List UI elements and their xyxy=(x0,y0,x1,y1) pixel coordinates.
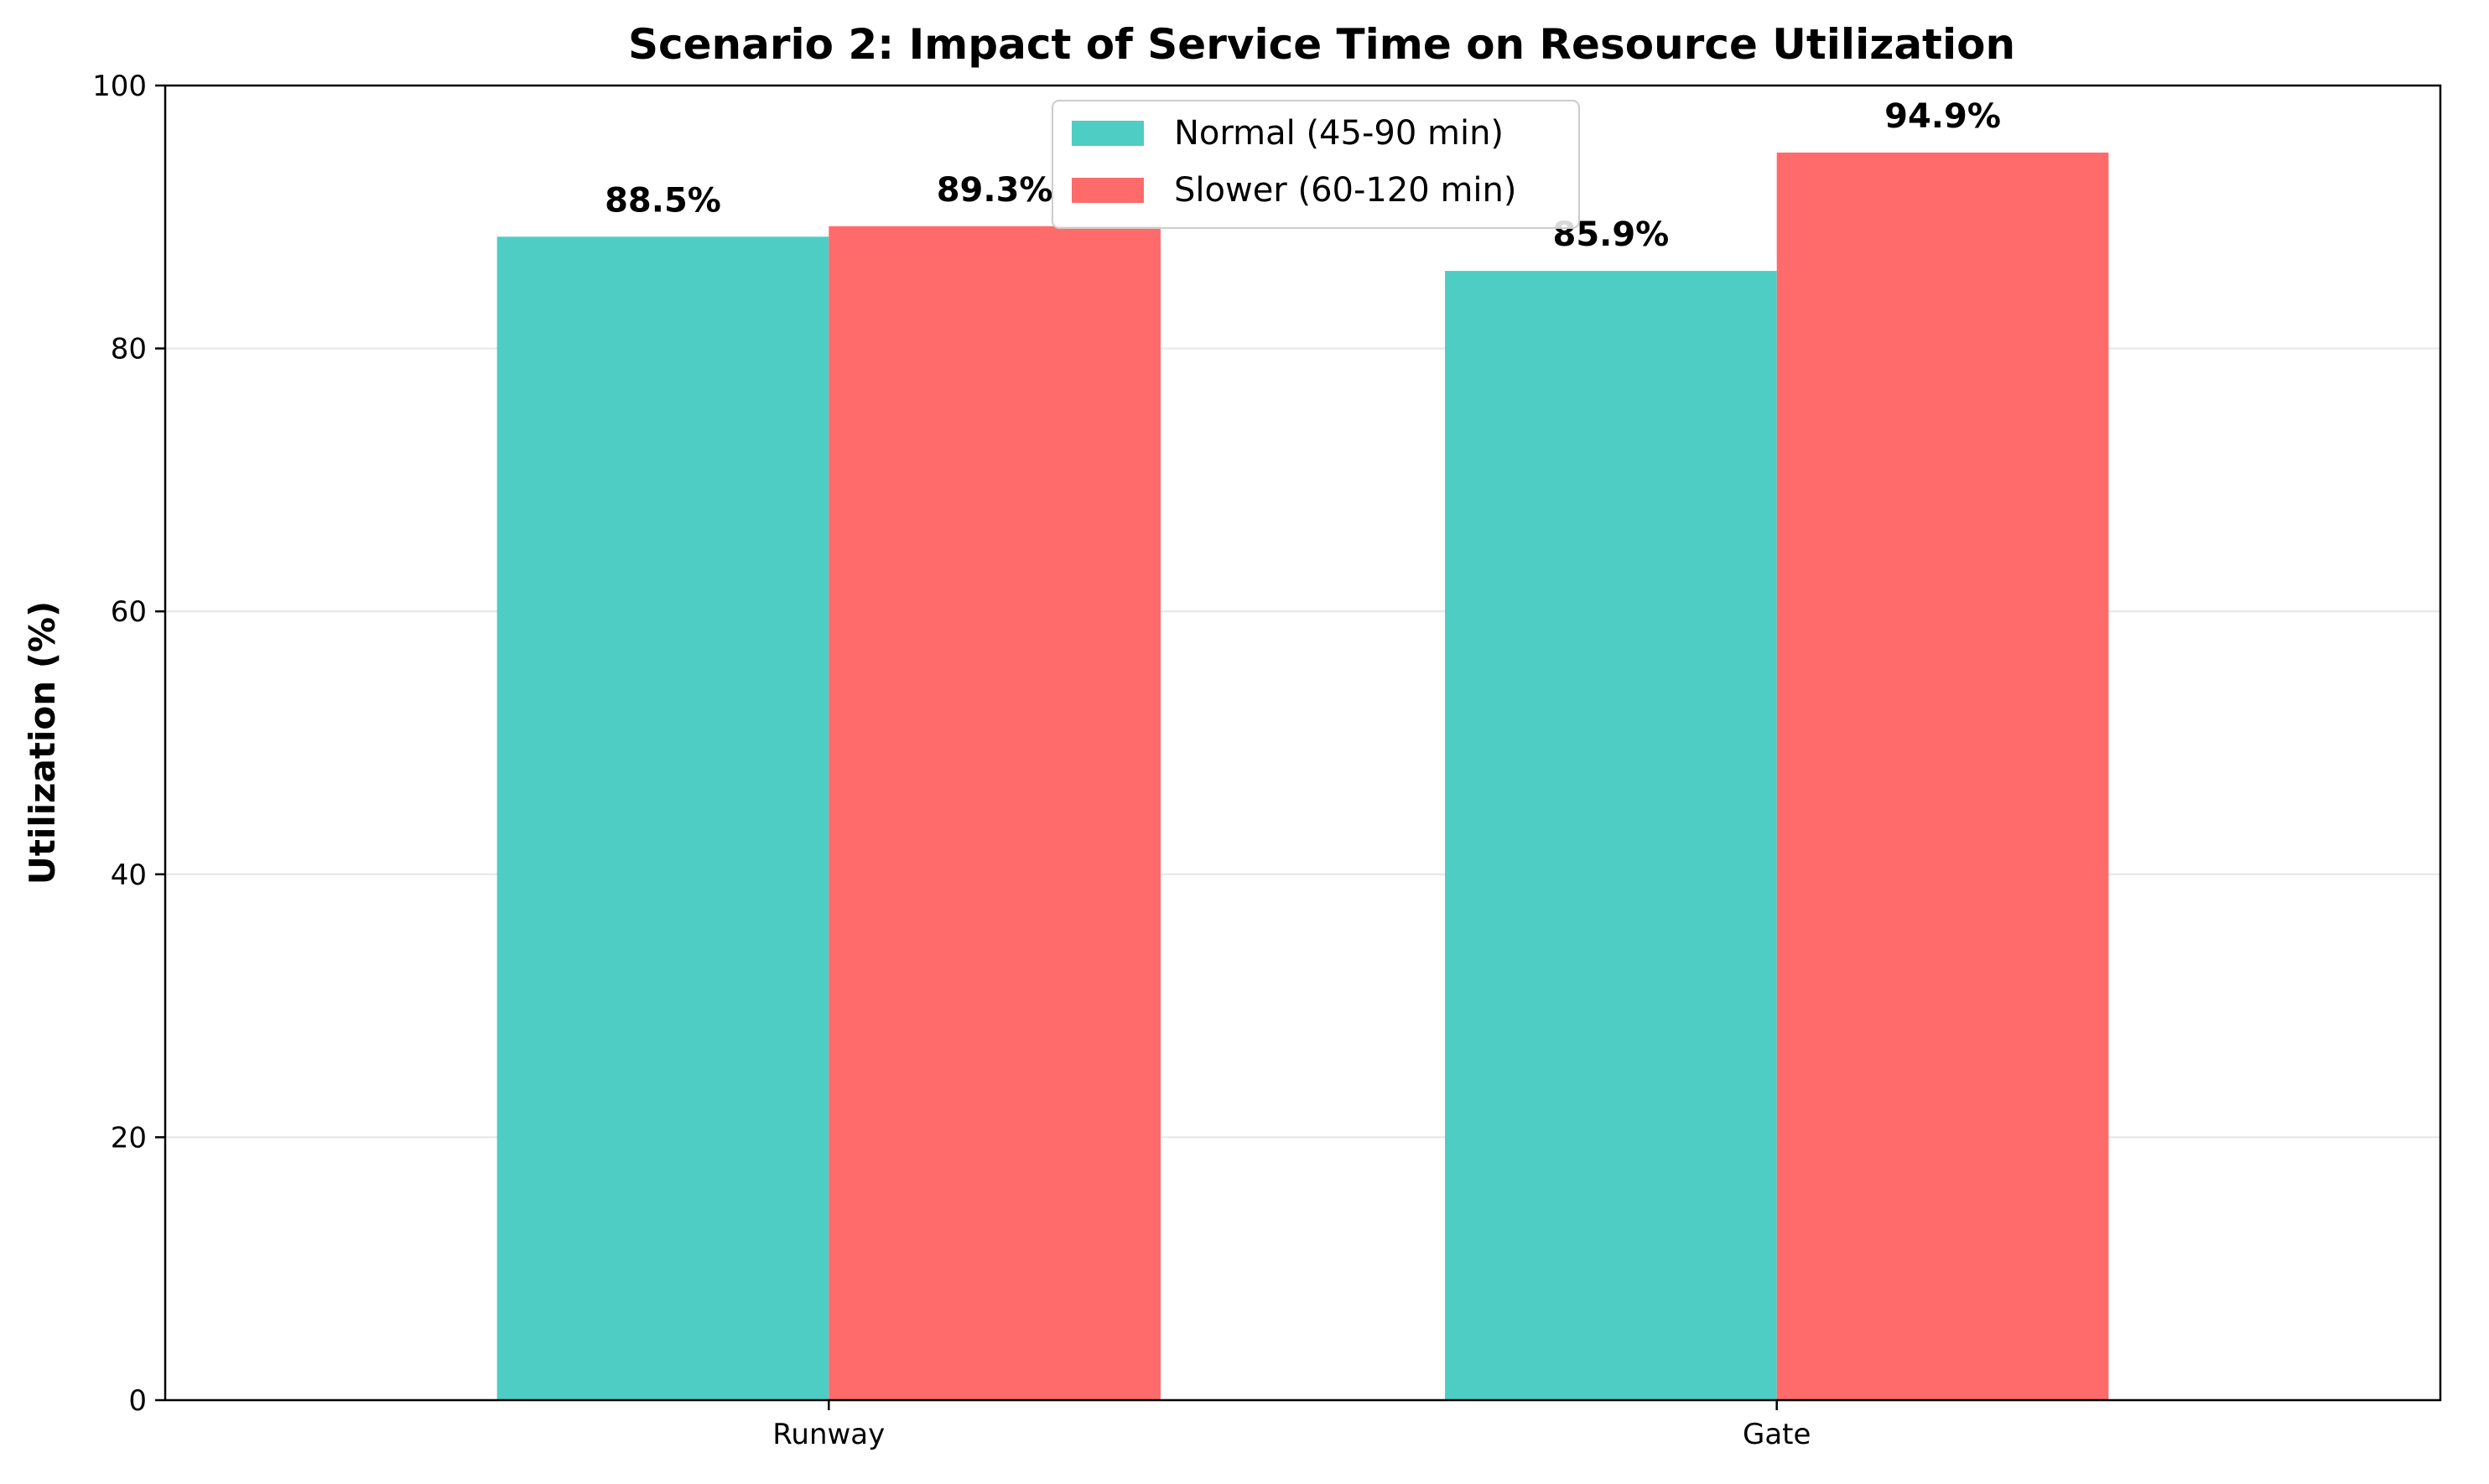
x-tick-label: Gate xyxy=(1743,1418,1811,1451)
bar-gate-slower xyxy=(1776,152,2109,1400)
bar-value-label: 88.5% xyxy=(605,181,721,220)
legend-swatch-normal xyxy=(1072,121,1144,146)
legend: Normal (45-90 min) Slower (60-120 min) xyxy=(1052,100,1580,229)
chart-title: Scenario 2: Impact of Service Time on Re… xyxy=(628,20,2015,69)
bars xyxy=(496,152,2109,1400)
plot-frame xyxy=(164,84,2442,1402)
y-tick-label: 20 xyxy=(111,1121,147,1155)
legend-label-normal: Normal (45-90 min) xyxy=(1174,114,1504,153)
bar-value-label: 89.3% xyxy=(937,171,1053,210)
x-tick-label: Runway xyxy=(772,1418,885,1451)
y-tick-label: 100 xyxy=(92,70,147,103)
bar-runway-slower xyxy=(829,226,1161,1400)
legend-swatch-slower xyxy=(1072,178,1144,203)
y-tick-label: 40 xyxy=(111,859,147,892)
legend-frame xyxy=(1052,100,1580,229)
bar-runway-normal xyxy=(496,236,829,1400)
bar-gate-normal xyxy=(1445,271,1777,1400)
x-axis-ticks: Runway Gate xyxy=(772,1400,1811,1451)
y-tick-label: 80 xyxy=(111,333,147,366)
y-axis-ticks: 0 20 40 60 80 100 xyxy=(92,70,165,1418)
y-tick-label: 0 xyxy=(128,1384,147,1418)
y-axis-label: Utilization (%) xyxy=(22,601,63,885)
bar-value-label: 94.9% xyxy=(1884,97,2001,136)
legend-label-slower: Slower (60-120 min) xyxy=(1174,171,1517,210)
y-tick-label: 60 xyxy=(111,595,147,629)
bar-labels: 88.5%85.9%89.3%94.9% xyxy=(605,97,2001,254)
